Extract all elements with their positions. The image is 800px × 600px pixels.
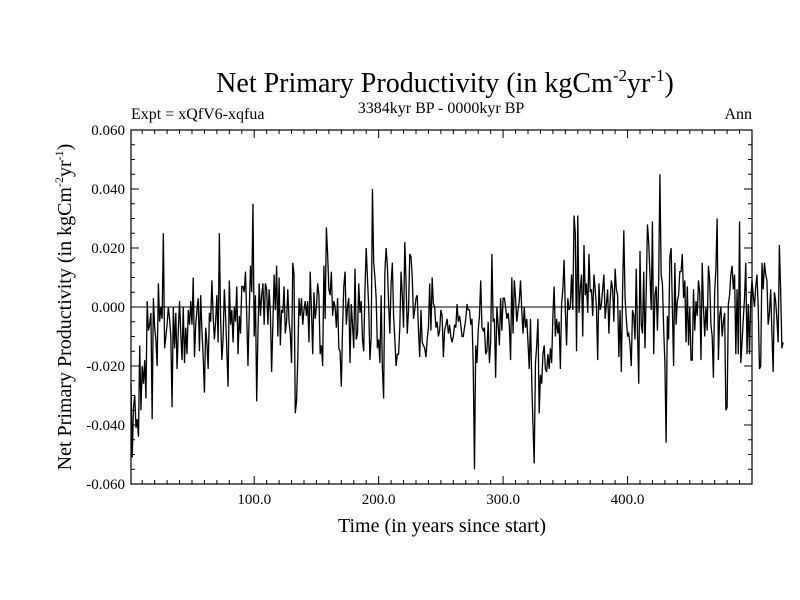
y-tick-label: -0.060 [86, 477, 125, 493]
y-tick-label: 0.020 [91, 241, 125, 257]
chart-title-main: Net Primary Productivity (in kgCm [216, 68, 613, 99]
x-tick-label: 200.0 [362, 492, 396, 508]
y-tick-label: -0.040 [86, 418, 125, 434]
y-axis-label-end: ) [54, 144, 76, 151]
x-tick-label: 300.0 [486, 492, 520, 508]
y-tick-label: 0.040 [91, 182, 125, 198]
y-axis-label-sup1: -2 [52, 177, 66, 187]
x-tick-label: 400.0 [611, 492, 645, 508]
ticks-layer [131, 129, 752, 485]
y-tick-label: 0.000 [91, 300, 125, 316]
chart-title-end: ) [664, 68, 673, 99]
y-axis-label-mid: yr [54, 160, 76, 177]
plot-frame [130, 129, 753, 485]
y-tick-label: 0.060 [91, 123, 125, 139]
series-line-0 [130, 174, 784, 470]
experiment-label: Expt = xQfV6-xqfua [131, 106, 264, 123]
chart-title: Net Primary Productivity (in kgCm-2yr-1) [216, 66, 674, 99]
x-tick-label: 100.0 [237, 492, 271, 508]
y-axis-label-main: Net Primary Productivity (in kgCm [54, 187, 76, 471]
tick-labels-layer: 100.0 200.0 300.0 400.0 -0.060 -0.040 -0.020 0.… [86, 123, 644, 508]
x-axis-label: Time (in years since start) [338, 515, 546, 537]
period-label: 3384kyr BP - 0000kyr BP [358, 100, 525, 117]
chart-title-sup2: -1 [650, 66, 664, 85]
season-label: Ann [724, 106, 752, 123]
series-layer [130, 174, 784, 470]
y-tick-label: -0.020 [86, 359, 125, 375]
y-axis-label: Net Primary Productivity (in kgCm-2yr-1) [52, 144, 76, 471]
chart-title-sup1: -2 [613, 66, 627, 85]
y-axis-label-sup2: -1 [52, 150, 66, 160]
chart-title-mid: yr [627, 68, 651, 99]
